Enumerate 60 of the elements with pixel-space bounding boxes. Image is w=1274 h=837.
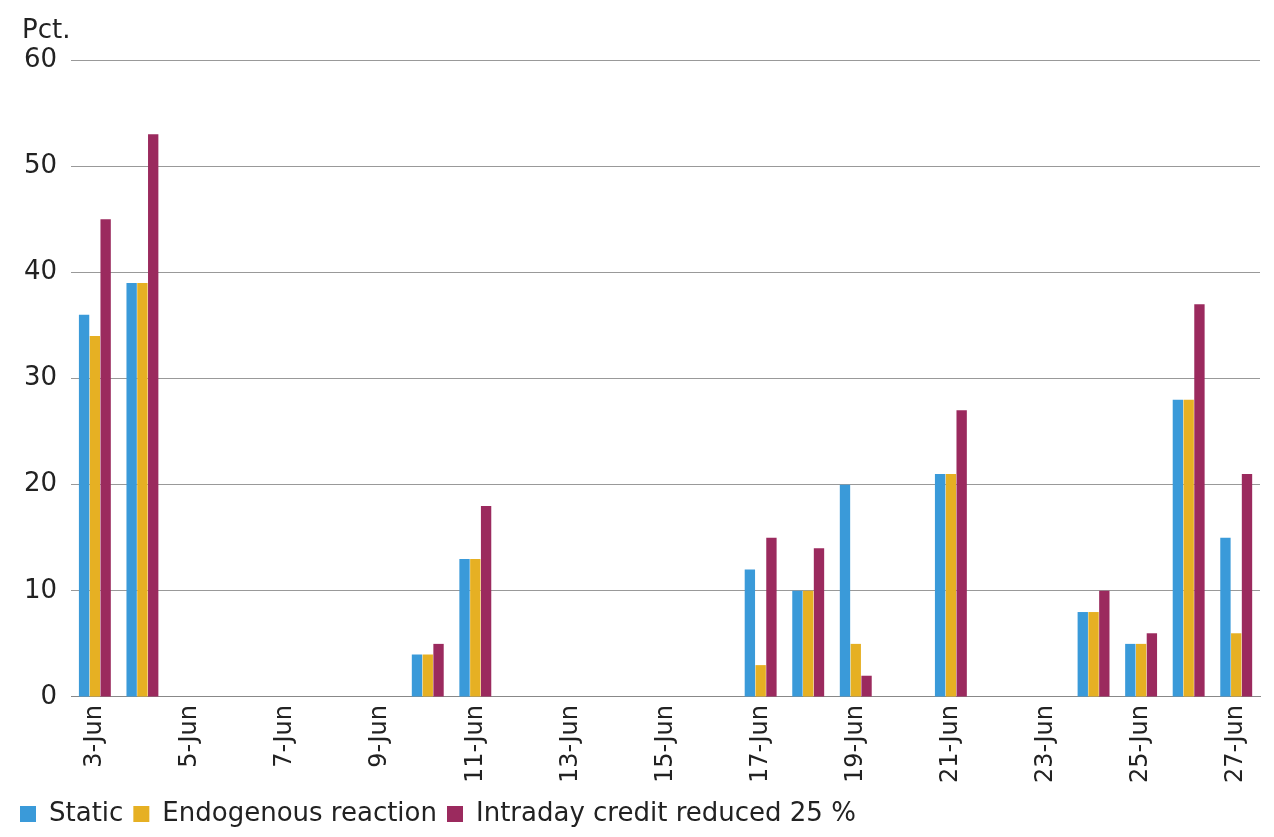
legend-label: Endogenous reaction bbox=[162, 796, 437, 827]
x-tick-label: 13-Jun bbox=[554, 704, 583, 784]
bar bbox=[126, 282, 137, 697]
bar bbox=[1183, 399, 1194, 697]
bar bbox=[1088, 612, 1099, 697]
y-tick-label: 40 bbox=[23, 255, 58, 286]
bar bbox=[100, 219, 111, 697]
bar bbox=[480, 505, 492, 697]
bar bbox=[839, 484, 851, 697]
x-tick-label: 27-Jun bbox=[1220, 704, 1249, 784]
bar bbox=[744, 569, 756, 697]
y-tick-label: 60 bbox=[23, 42, 58, 73]
y-tick-label: 30 bbox=[23, 361, 58, 392]
bar bbox=[850, 643, 861, 697]
bar bbox=[934, 474, 946, 697]
x-tick-label: 7-Jun bbox=[269, 704, 298, 768]
bar bbox=[89, 336, 101, 697]
bar bbox=[148, 134, 159, 697]
y-tick-label: 0 bbox=[40, 679, 58, 710]
x-tick-label: 23-Jun bbox=[1030, 704, 1059, 784]
bar bbox=[792, 590, 803, 697]
y-tick-label: 50 bbox=[23, 148, 58, 179]
bar bbox=[1099, 590, 1110, 697]
bar bbox=[945, 474, 957, 697]
x-tick-label: 15-Jun bbox=[649, 704, 678, 784]
x-tick-label: 9-Jun bbox=[364, 704, 393, 768]
bar bbox=[1220, 537, 1231, 697]
bar bbox=[1194, 304, 1205, 697]
bar bbox=[433, 643, 444, 697]
legend-label: Static bbox=[49, 796, 124, 827]
x-tick-label: 17-Jun bbox=[744, 704, 773, 784]
bar bbox=[1125, 643, 1136, 697]
bar bbox=[78, 314, 90, 697]
bar bbox=[755, 665, 766, 697]
bar bbox=[1231, 633, 1242, 697]
bar bbox=[470, 558, 481, 697]
bar bbox=[1077, 612, 1088, 697]
bar bbox=[813, 548, 825, 697]
x-tick-label: 25-Jun bbox=[1125, 704, 1154, 784]
bar bbox=[422, 654, 433, 697]
bar bbox=[956, 410, 967, 697]
y-tick-label: 10 bbox=[23, 573, 58, 604]
legend-label: Intraday credit reduced 25 % bbox=[475, 796, 856, 827]
bar bbox=[1241, 474, 1253, 697]
y-tick-label: 20 bbox=[23, 467, 58, 498]
bar bbox=[459, 558, 470, 697]
y-axis-title: Pct. bbox=[22, 14, 71, 44]
x-tick-label: 3-Jun bbox=[79, 704, 108, 768]
bar bbox=[766, 537, 777, 697]
bar bbox=[411, 654, 423, 697]
x-tick-label: 21-Jun bbox=[935, 704, 964, 784]
bar bbox=[1146, 633, 1158, 697]
bar bbox=[1172, 399, 1184, 697]
bar bbox=[803, 590, 814, 697]
bar bbox=[1135, 643, 1147, 697]
bar bbox=[137, 282, 148, 697]
x-tick-label: 19-Jun bbox=[840, 704, 868, 784]
x-tick-label: 5-Jun bbox=[174, 704, 203, 768]
bar bbox=[861, 675, 872, 697]
x-tick-label: 11-Jun bbox=[459, 704, 488, 784]
